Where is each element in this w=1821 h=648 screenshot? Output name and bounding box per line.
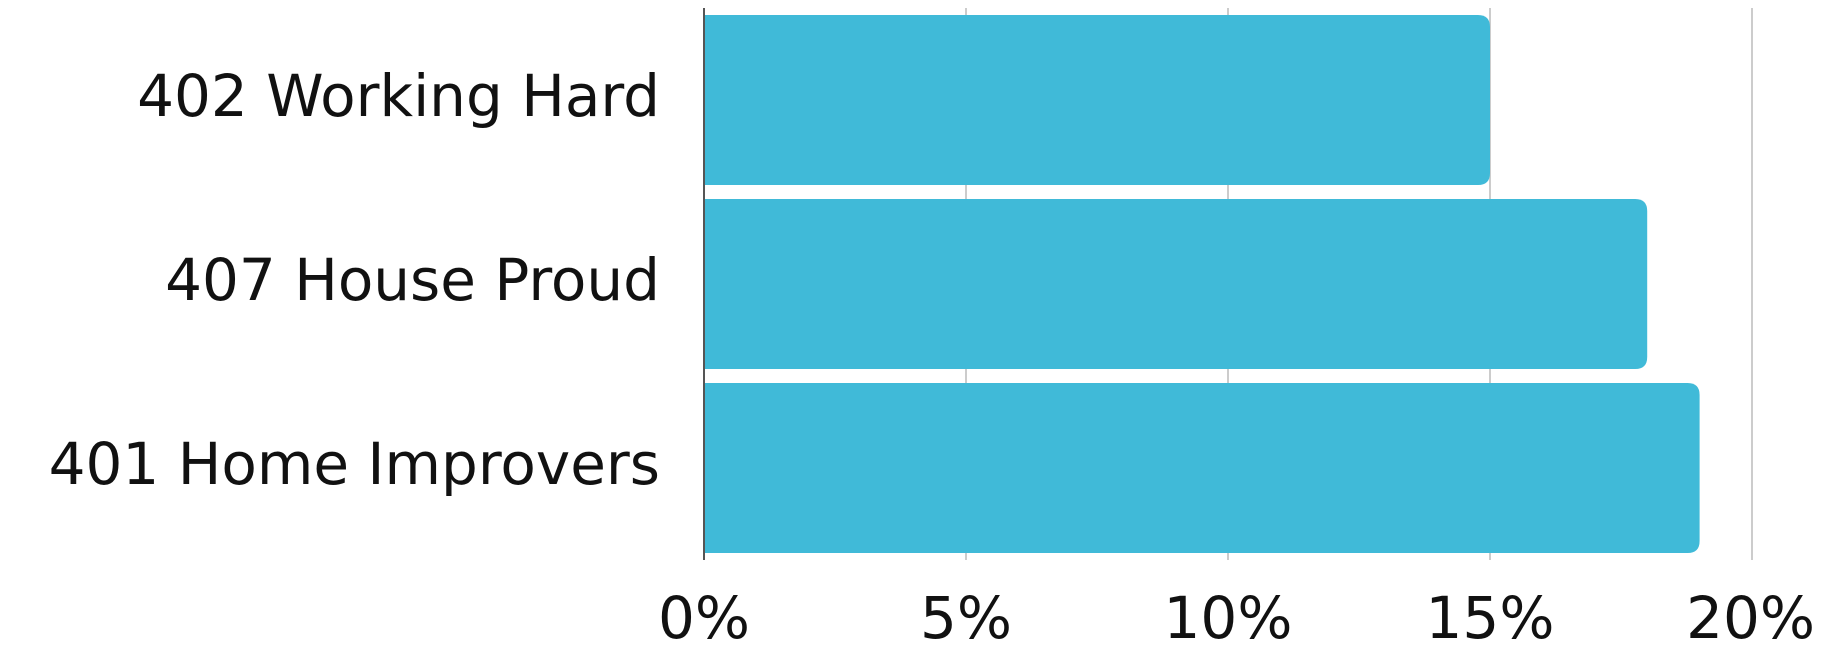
bar-1: [704, 199, 1648, 369]
category-labels: 402 Working Hard 407 House Proud 401 Home …: [49, 62, 660, 498]
bars: [704, 15, 1700, 553]
bar-2: [704, 383, 1700, 553]
x-tick-label-4: 20%: [1686, 584, 1815, 644]
category-label-0: 402 Working Hard: [137, 62, 660, 130]
x-tick-label-3: 15%: [1426, 584, 1555, 644]
x-tick-label-1: 5%: [920, 584, 1012, 644]
bar-0: [704, 15, 1490, 185]
category-label-2: 401 Home Improvers: [49, 430, 660, 498]
x-tick-labels: 0% 5% 10% 15% 20%: [658, 584, 1815, 648]
x-tick-label-2: 10%: [1164, 584, 1293, 644]
category-label-1: 407 House Proud: [165, 246, 660, 314]
x-tick-label-0: 0%: [658, 584, 750, 644]
